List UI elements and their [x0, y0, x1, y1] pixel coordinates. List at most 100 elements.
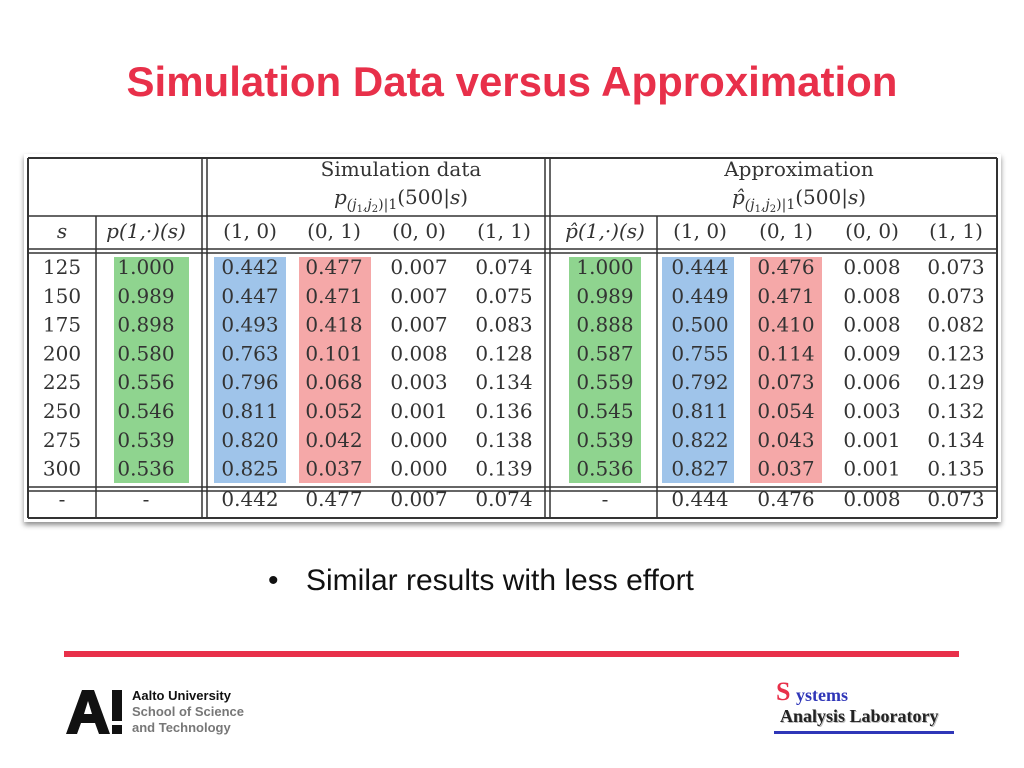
table-cell: 0.477 [305, 255, 362, 279]
table-cell: 0.043 [757, 428, 814, 452]
table-cell: 0.820 [221, 428, 278, 452]
table-cell: 0.500 [671, 313, 728, 337]
table-cell: 0.073 [927, 255, 984, 279]
table-cell: 0.123 [927, 341, 984, 365]
table-cell: 0.082 [927, 313, 984, 337]
table-cell: 1.000 [576, 255, 633, 279]
table-cell: 0.129 [927, 370, 984, 394]
table-cell: 0.796 [221, 370, 278, 394]
table-row: 300 0.536 0.825 0.037 0.000 0.139 0.536 0.827 0.… [43, 457, 985, 481]
table-row: 250 0.546 0.811 0.052 0.001 0.136 0.545 0.811 0.… [43, 399, 985, 423]
table-cell: 0.476 [757, 255, 814, 279]
table-cell: 0.037 [757, 457, 814, 481]
table-cell: 0.037 [305, 457, 362, 481]
column-header: (0, 0) [845, 219, 899, 243]
table-cell: 0.008 [390, 341, 447, 365]
table-cell: 0.075 [475, 284, 532, 308]
table-cell: 0.134 [475, 370, 532, 394]
table-row: 150 0.989 0.447 0.471 0.007 0.075 0.989 0.449 0.… [43, 284, 985, 308]
table-cell: 0.000 [390, 457, 447, 481]
highlight-band-sim-p1 [114, 257, 189, 483]
group-header-simulation: Simulation data [321, 157, 482, 181]
table-cell: 0.000 [390, 428, 447, 452]
table-cell: 125 [43, 255, 81, 279]
table-cell: 0.755 [671, 341, 728, 365]
table-cell: 0.471 [757, 284, 814, 308]
table-cell: 0.001 [843, 457, 900, 481]
highlight-band-approx-01 [750, 257, 822, 483]
column-header: s [57, 219, 67, 243]
table-cell: 0.559 [576, 370, 633, 394]
table-cell: 0.136 [475, 399, 532, 423]
sal-logo-underline [774, 731, 954, 734]
table-cell: 0.792 [671, 370, 728, 394]
table-cell: 0.132 [927, 399, 984, 423]
table-cell: 0.449 [671, 284, 728, 308]
aalto-university-name: Aalto University [132, 688, 231, 703]
table-cell: 0.545 [576, 399, 633, 423]
table-row: 125 1.000 0.442 0.477 0.007 0.074 1.000 0.444 0.… [43, 255, 985, 279]
table-cell: 0.001 [843, 428, 900, 452]
table-cell: 0.587 [576, 341, 633, 365]
table-cell: 0.073 [757, 370, 814, 394]
table-cell: 0.138 [475, 428, 532, 452]
table-cell: 0.989 [576, 284, 633, 308]
table-cell: 0.007 [390, 255, 447, 279]
highlight-band-sim-10 [214, 257, 286, 483]
sal-logo-analysis-laboratory: Analysis Laboratory [780, 706, 939, 726]
table-cell: 1.000 [117, 255, 174, 279]
table-cell: 0.580 [117, 341, 174, 365]
table-cell: 0.114 [757, 341, 814, 365]
highlight-band-approx-10 [662, 257, 734, 483]
table-cell: 0.139 [475, 457, 532, 481]
group-subheader-simulation: p(j1,j2)|1(500|s) [334, 185, 468, 215]
table-cell: 0.001 [390, 399, 447, 423]
column-header: (0, 1) [307, 219, 361, 243]
sal-logo-ystems: ystems [796, 685, 848, 705]
table-cell: 225 [43, 370, 81, 394]
table-cell: 0.444 [671, 255, 728, 279]
column-header: (0, 0) [392, 219, 446, 243]
table-cell: 0.009 [843, 341, 900, 365]
highlight-band-approx-p1 [569, 257, 641, 483]
column-header: (1, 0) [673, 219, 727, 243]
table-cell: 0.811 [221, 399, 278, 423]
table-cell: 0.827 [671, 457, 728, 481]
table-cell: 0.539 [117, 428, 174, 452]
table-cell: 0.068 [305, 370, 362, 394]
column-header: (0, 1) [759, 219, 813, 243]
aalto-logo: Aalto University School of Science and T… [64, 688, 274, 738]
table-cell: 0.556 [117, 370, 174, 394]
table-cell: 0.083 [475, 313, 532, 337]
table-cell: 0.007 [390, 313, 447, 337]
table-cell: 0.471 [305, 284, 362, 308]
column-header: (1, 1) [477, 219, 531, 243]
table-cell: 0.008 [843, 284, 900, 308]
highlight-band-sim-01 [299, 257, 371, 483]
table-cell: 0.101 [305, 341, 362, 365]
table-row: 225 0.556 0.796 0.068 0.003 0.134 0.559 0.792 0.… [43, 370, 985, 394]
table-cell: 0.493 [221, 313, 278, 337]
footer-divider [64, 651, 959, 657]
column-header: (1, 0) [223, 219, 277, 243]
table-cell: 0.008 [843, 313, 900, 337]
group-subheader-approximation: p̂(j1,j2)|1(500|s) [732, 185, 866, 215]
bullet-text: Similar results with less effort [306, 564, 694, 597]
table-cell: 0.536 [117, 457, 174, 481]
slide-title: Simulation Data versus Approximation [126, 58, 898, 105]
table-cell: - [143, 487, 150, 511]
table-row: 175 0.898 0.493 0.418 0.007 0.083 0.888 0.500 0.… [43, 313, 985, 337]
table-cell: 0.006 [843, 370, 900, 394]
table-cell: 0.074 [475, 255, 532, 279]
table-cell: 0.447 [221, 284, 278, 308]
table-cell: - [59, 487, 66, 511]
table-cell: 275 [43, 428, 81, 452]
table-cell: 150 [43, 284, 81, 308]
table-cell: 0.418 [305, 313, 362, 337]
table-cell: 0.546 [117, 399, 174, 423]
table-cell: 0.042 [305, 428, 362, 452]
table-cell: 200 [43, 341, 81, 365]
table-row: 200 0.580 0.763 0.101 0.008 0.128 0.587 0.755 0.… [43, 341, 985, 365]
table-cell: 0.003 [390, 370, 447, 394]
systems-analysis-lab-logo: S ystems Analysis Laboratory [774, 675, 960, 737]
